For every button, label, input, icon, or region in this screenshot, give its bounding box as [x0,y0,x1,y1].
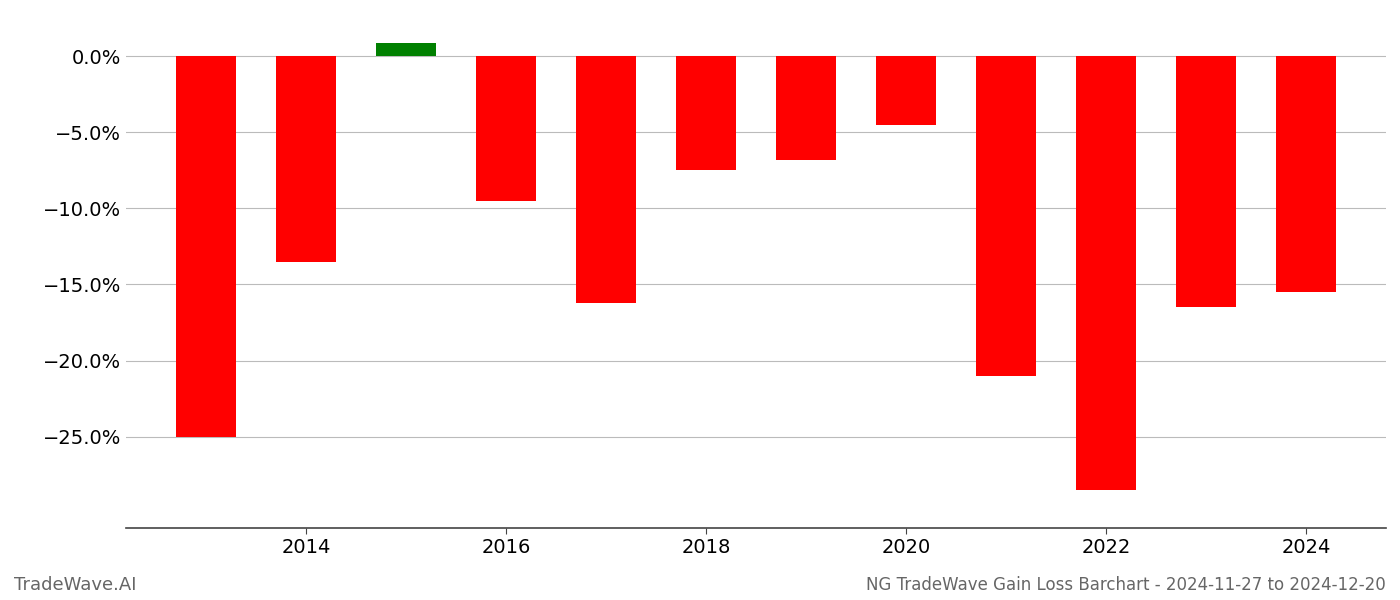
Bar [1077,56,1135,490]
Bar [976,56,1036,376]
Bar [676,56,736,170]
Bar [776,56,836,160]
Bar [377,43,435,56]
Bar [476,56,536,200]
Bar [276,56,336,262]
Text: NG TradeWave Gain Loss Barchart - 2024-11-27 to 2024-12-20: NG TradeWave Gain Loss Barchart - 2024-1… [867,576,1386,594]
Bar [876,56,937,125]
Bar [1176,56,1236,307]
Bar [575,56,636,302]
Bar [176,56,237,437]
Text: TradeWave.AI: TradeWave.AI [14,576,137,594]
Bar [1275,56,1336,292]
